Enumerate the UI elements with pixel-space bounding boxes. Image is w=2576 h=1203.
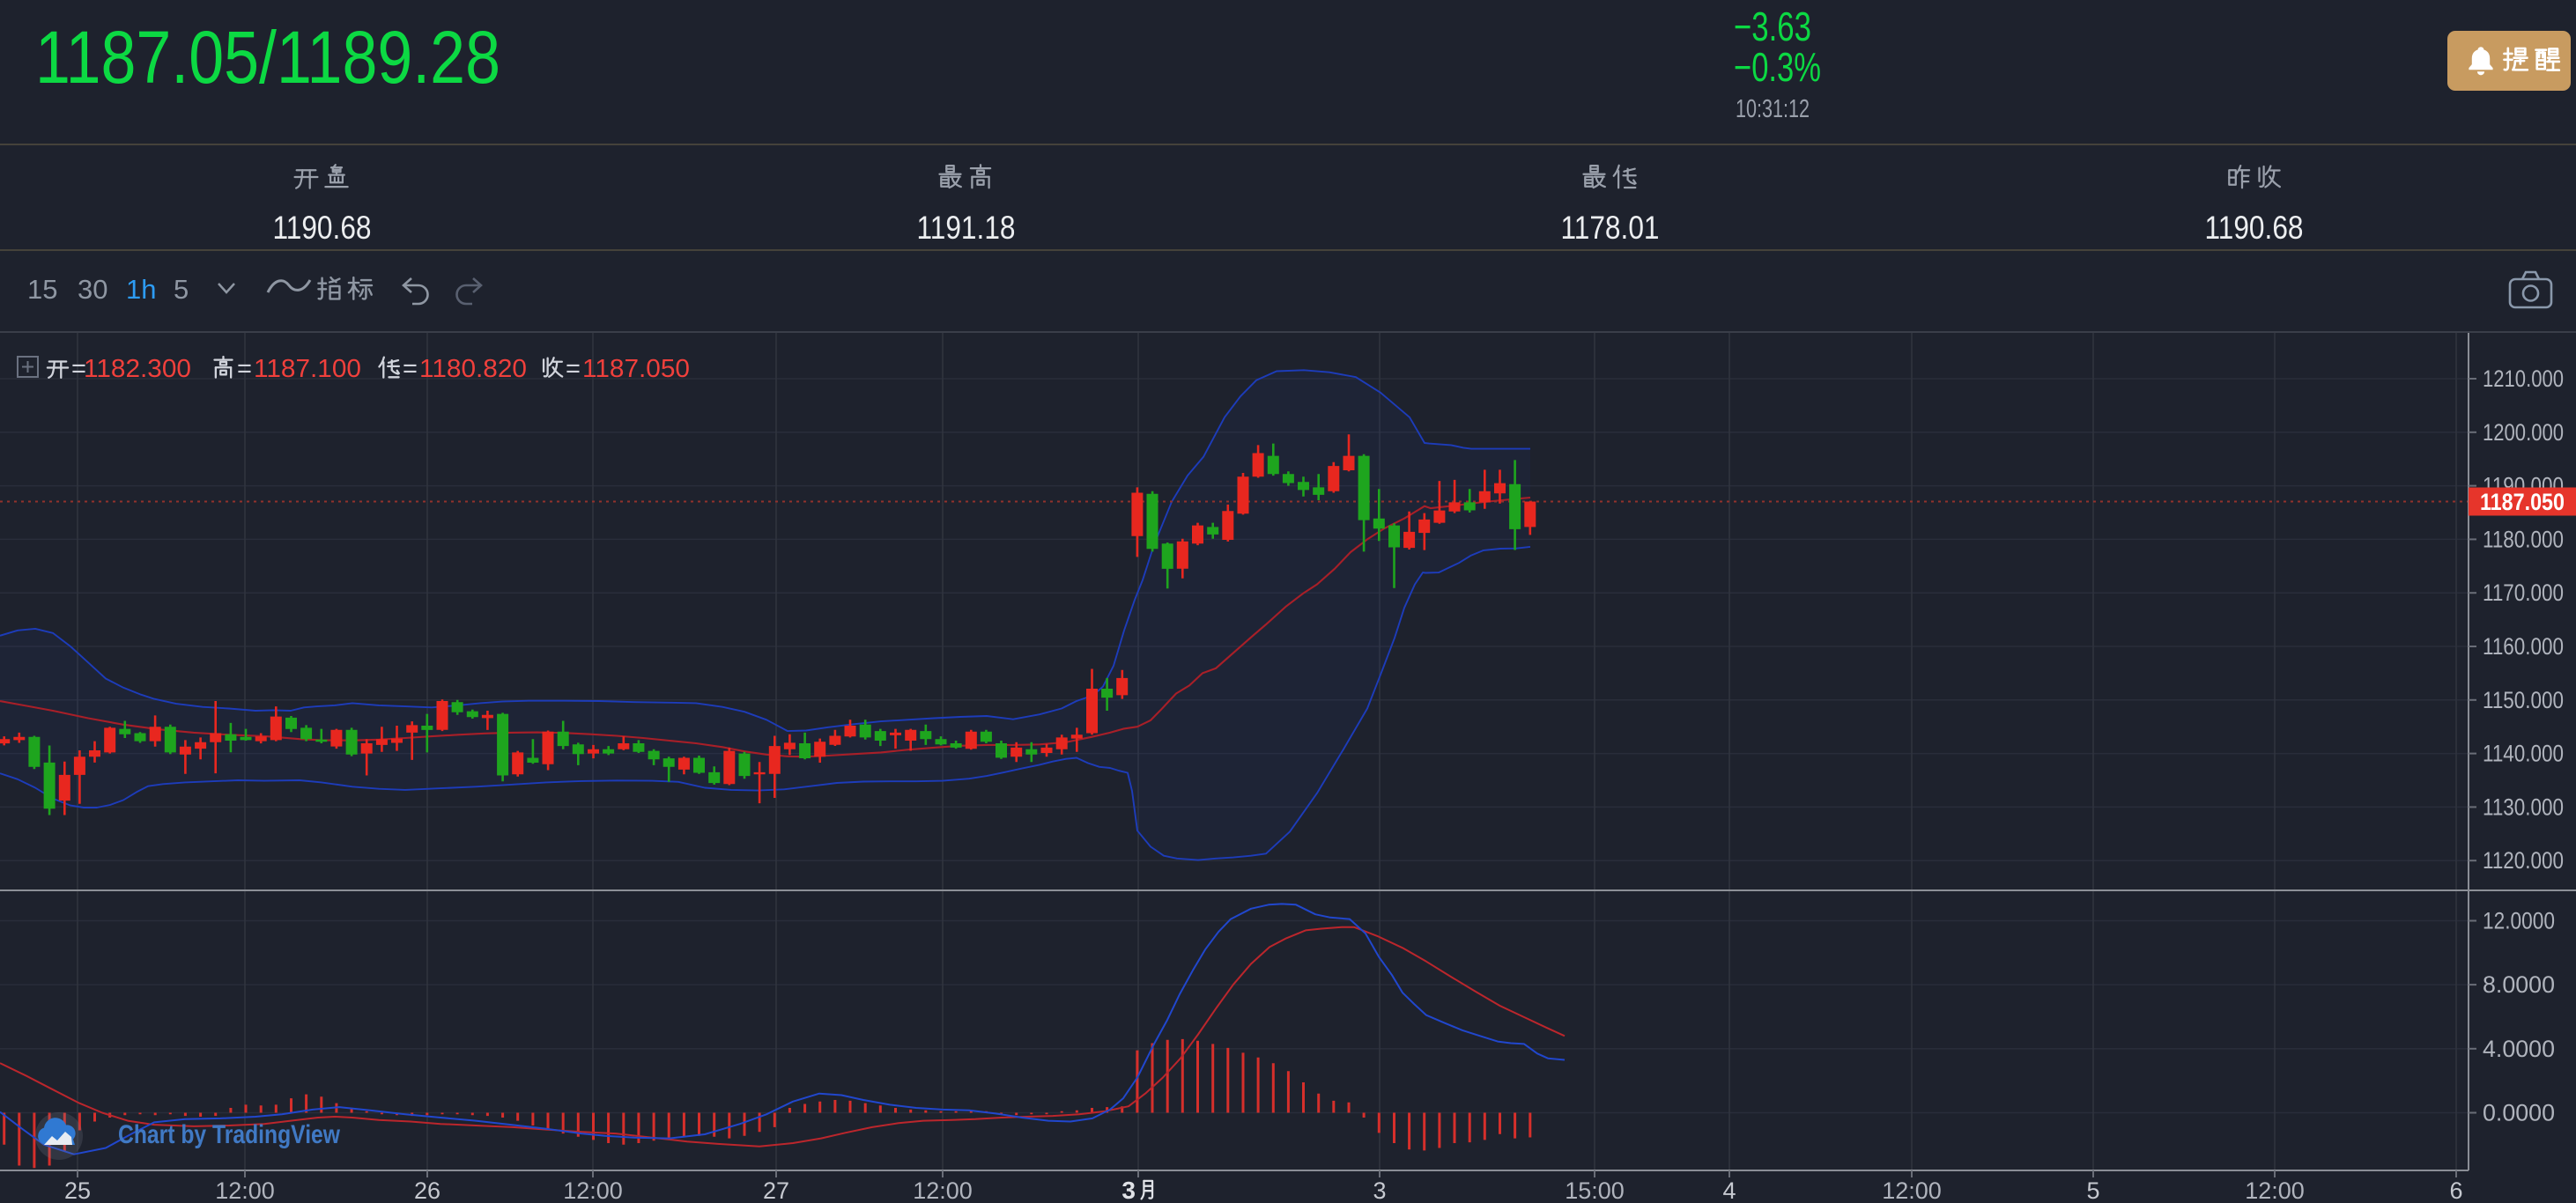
- svg-text:Chart by TradingView: Chart by TradingView: [118, 1120, 341, 1149]
- svg-text:3: 3: [1373, 1177, 1386, 1203]
- svg-text:=: =: [237, 355, 252, 383]
- svg-text:−3.63: −3.63: [1734, 4, 1811, 49]
- svg-text:1160.000: 1160.000: [2483, 633, 2564, 660]
- svg-text:1178.01: 1178.01: [1561, 210, 1660, 246]
- svg-text:1180.820: 1180.820: [419, 355, 527, 383]
- svg-text:1191.18: 1191.18: [917, 210, 1016, 246]
- svg-text:10:31:12: 10:31:12: [1736, 95, 1810, 123]
- svg-text:1187.05/1189.28: 1187.05/1189.28: [35, 16, 500, 99]
- svg-text:1140.000: 1140.000: [2483, 741, 2564, 767]
- svg-text:4: 4: [1722, 1177, 1736, 1203]
- svg-text:1150.000: 1150.000: [2483, 687, 2564, 713]
- svg-text:1130.000: 1130.000: [2483, 793, 2564, 820]
- svg-text:1120.000: 1120.000: [2483, 847, 2564, 874]
- svg-text:1187.100: 1187.100: [254, 355, 361, 383]
- svg-text:1200.000: 1200.000: [2483, 419, 2564, 446]
- svg-text:4.0000: 4.0000: [2483, 1036, 2555, 1062]
- svg-text:=: =: [566, 355, 581, 383]
- svg-text:1187.050: 1187.050: [2480, 489, 2565, 515]
- svg-text:0.0000: 0.0000: [2483, 1100, 2555, 1126]
- svg-text:1187.050: 1187.050: [582, 355, 690, 383]
- svg-text:15: 15: [27, 274, 57, 305]
- svg-text:1180.000: 1180.000: [2483, 526, 2564, 552]
- svg-text:1170.000: 1170.000: [2483, 579, 2564, 606]
- svg-text:=: =: [403, 355, 418, 383]
- svg-text:6: 6: [2449, 1177, 2462, 1203]
- svg-text:1190.68: 1190.68: [273, 210, 372, 246]
- svg-text:12:00: 12:00: [1882, 1177, 1942, 1203]
- svg-text:8.0000: 8.0000: [2483, 971, 2555, 998]
- svg-text:27: 27: [763, 1177, 789, 1203]
- svg-text:1h: 1h: [126, 274, 156, 305]
- svg-text:15:00: 15:00: [1565, 1177, 1625, 1203]
- svg-text:−0.3%: −0.3%: [1734, 44, 1821, 90]
- svg-text:5: 5: [174, 274, 189, 305]
- svg-text:1182.300: 1182.300: [84, 355, 191, 383]
- svg-text:12:00: 12:00: [913, 1177, 973, 1203]
- svg-text:12:00: 12:00: [215, 1177, 275, 1203]
- svg-text:25: 25: [64, 1177, 91, 1203]
- svg-text:12:00: 12:00: [2245, 1177, 2305, 1203]
- svg-text:=: =: [71, 355, 86, 383]
- svg-text:26: 26: [414, 1177, 440, 1203]
- svg-text:1210.000: 1210.000: [2483, 365, 2564, 392]
- svg-text:3: 3: [1121, 1177, 1136, 1203]
- svg-text:5: 5: [2086, 1177, 2099, 1203]
- svg-text:12.0000: 12.0000: [2483, 908, 2555, 934]
- svg-text:12:00: 12:00: [563, 1177, 623, 1203]
- svg-text:1190.68: 1190.68: [2205, 210, 2304, 246]
- svg-text:30: 30: [78, 274, 107, 305]
